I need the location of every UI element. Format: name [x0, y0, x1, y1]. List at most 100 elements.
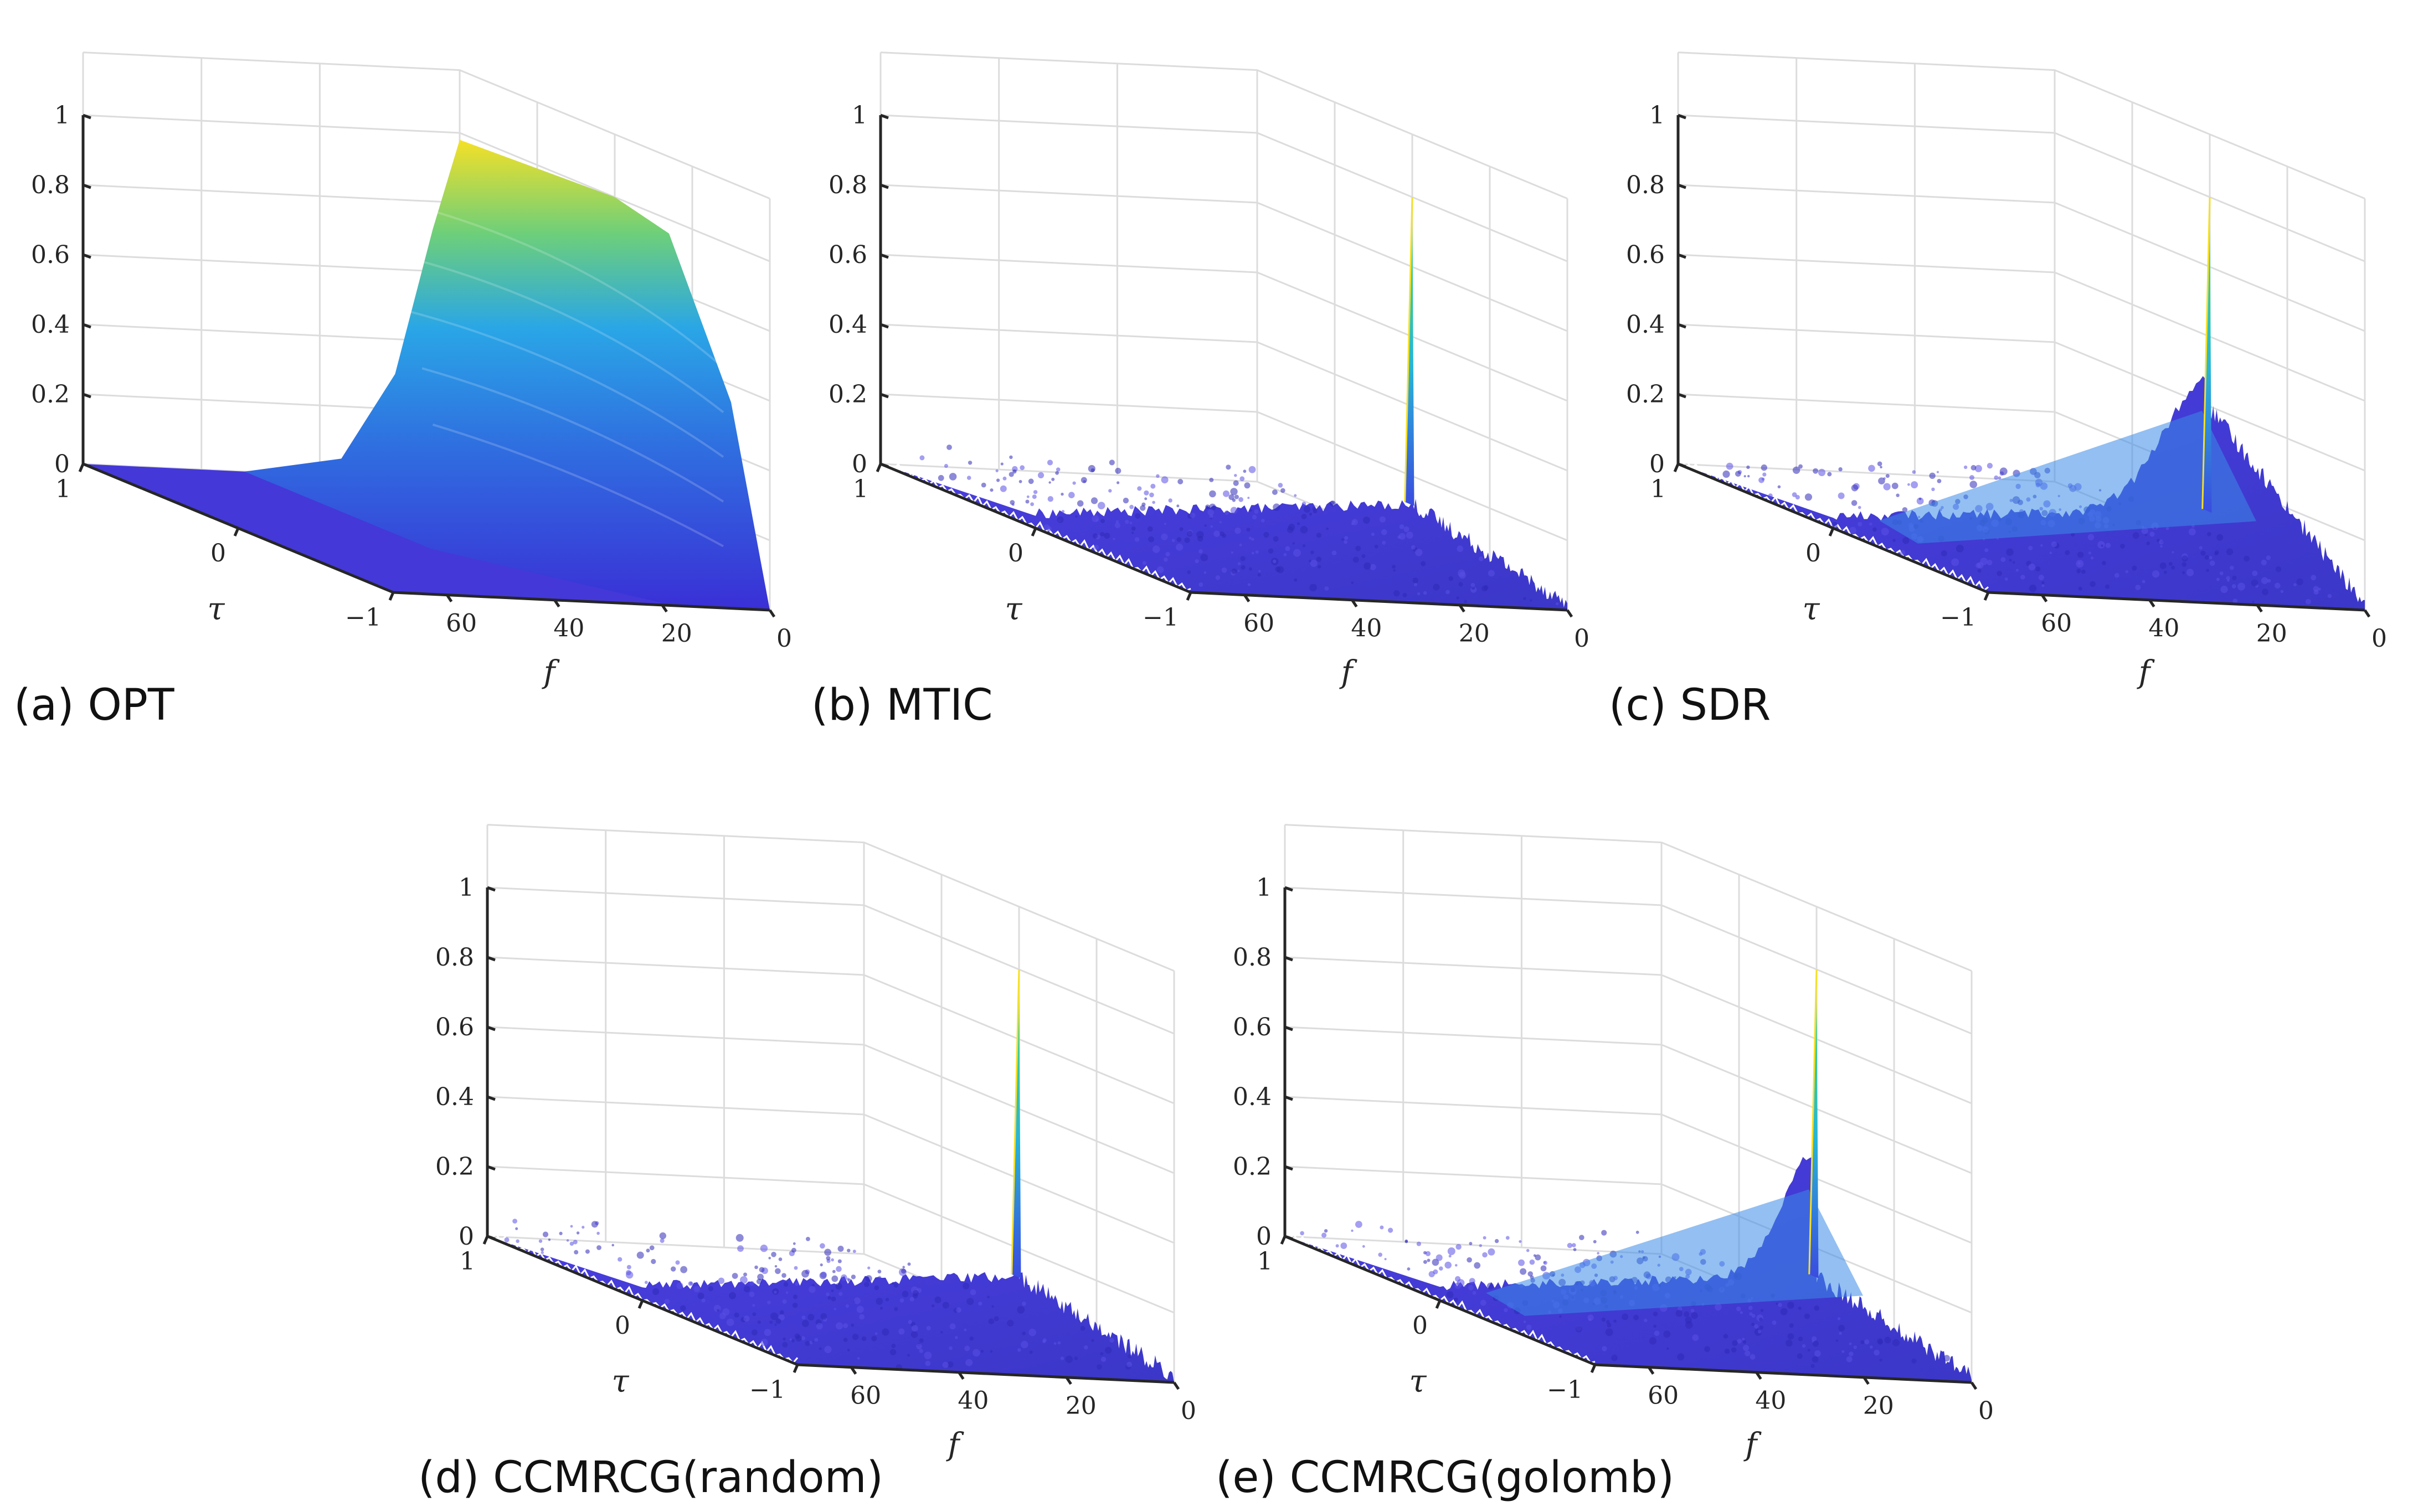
sidelobe-ridge — [1486, 1189, 1863, 1316]
surface-texture — [760, 1339, 768, 1346]
surface-texture — [891, 1344, 896, 1349]
surface-texture — [1588, 1318, 1592, 1322]
surface-texture — [949, 1346, 953, 1350]
f-axis-line — [797, 1363, 1175, 1384]
surface-texture — [1297, 522, 1300, 525]
surface-texture — [1285, 546, 1290, 551]
surface-texture — [1731, 1347, 1737, 1353]
surface-texture — [1100, 1352, 1104, 1355]
surface-texture — [785, 1291, 789, 1294]
surface-texture — [2028, 563, 2035, 571]
surface-texture — [743, 1286, 750, 1293]
surface-texture — [1392, 565, 1396, 569]
surface-texture — [749, 1292, 755, 1297]
tau-axis-label: τ — [1005, 591, 1023, 627]
surface-texture — [1210, 525, 1213, 528]
tau-tick-label: 1 — [1650, 475, 1666, 503]
surface-texture — [1812, 1336, 1817, 1341]
tau-tick-label: 0 — [1412, 1312, 1428, 1340]
surface-texture — [770, 1312, 778, 1320]
surface-texture — [2020, 575, 2025, 580]
surface-texture — [843, 1323, 848, 1328]
surface-texture — [831, 1296, 836, 1302]
surface-texture — [1384, 1258, 1387, 1261]
surface-texture — [743, 1272, 747, 1277]
surface-texture — [1480, 1299, 1486, 1306]
surface-texture — [1601, 1317, 1606, 1322]
surface-texture — [1433, 584, 1440, 591]
surface-texture — [1692, 1334, 1699, 1341]
surface-texture — [649, 1245, 655, 1251]
surface-texture — [1017, 1348, 1021, 1352]
surface-texture — [1414, 582, 1417, 586]
z-tick-label: 0.2 — [1233, 1153, 1272, 1181]
surface-texture — [1381, 529, 1387, 535]
surface-texture — [820, 1243, 825, 1249]
surface-texture — [880, 1307, 883, 1310]
z-tick-mark — [1678, 183, 1686, 189]
surface-texture — [516, 1239, 519, 1243]
surface-texture — [1000, 485, 1007, 492]
surface-texture — [1874, 1349, 1880, 1356]
surface-texture — [1530, 599, 1532, 602]
f-tick-label: 20 — [2256, 620, 2287, 648]
surface-texture — [2305, 598, 2311, 605]
surface-texture — [651, 1258, 656, 1265]
surface-texture — [512, 1219, 517, 1224]
surface-texture — [1663, 1330, 1671, 1338]
z-tick-mark — [83, 183, 91, 189]
surface-texture — [1743, 475, 1746, 478]
surface-texture — [1028, 1328, 1036, 1336]
surface-texture — [851, 1274, 856, 1279]
surface-texture — [942, 1302, 949, 1309]
surface-texture — [801, 1336, 806, 1340]
surface-texture — [826, 1292, 830, 1297]
surface-texture — [2182, 555, 2188, 562]
surface-texture — [2327, 594, 2332, 598]
surface-texture — [1881, 528, 1889, 536]
surface-texture — [2226, 576, 2230, 580]
surface-texture — [2209, 556, 2213, 560]
surface-texture — [1053, 1342, 1057, 1345]
surface-texture — [2077, 551, 2084, 558]
surface-texture — [1918, 498, 1922, 500]
surface-texture — [1109, 1338, 1114, 1343]
surface-texture — [859, 1314, 865, 1320]
contour-band — [411, 311, 724, 458]
surface-texture — [2028, 545, 2033, 551]
z-tick-label: 0.2 — [435, 1153, 474, 1181]
surface-texture — [2035, 566, 2041, 572]
surface-texture — [944, 463, 948, 468]
surface-texture — [1277, 566, 1284, 574]
panel-caption: (a) OPT — [14, 680, 174, 730]
surface-texture — [809, 1286, 816, 1293]
surface-texture — [1726, 462, 1733, 470]
surface-texture — [1382, 540, 1386, 545]
surface-texture — [774, 1291, 777, 1294]
surface-texture — [801, 1315, 806, 1320]
surface-texture — [1316, 533, 1321, 538]
surface-texture — [865, 1275, 872, 1282]
surface-texture — [2165, 527, 2169, 530]
panel-caption: (b) MTIC — [811, 680, 993, 730]
surface-texture — [1526, 1248, 1530, 1252]
surface-texture — [1762, 472, 1767, 477]
f-tick-label: 0 — [1978, 1397, 1994, 1425]
surface-texture — [1439, 1266, 1443, 1271]
tau-axis-label: τ — [1803, 591, 1820, 627]
surface-texture — [1171, 539, 1175, 543]
surface-texture — [1021, 1340, 1028, 1349]
surface-texture — [611, 1243, 614, 1247]
surface-texture — [969, 1336, 974, 1341]
surface-texture — [2188, 528, 2196, 536]
z-tick-label: 0.6 — [829, 241, 867, 269]
surface-texture — [1081, 477, 1087, 483]
z-gridline — [487, 1026, 1175, 1174]
surface-texture — [1075, 515, 1078, 518]
surface-texture — [708, 1286, 713, 1292]
surface-texture — [782, 1299, 787, 1304]
surface-texture — [1272, 489, 1278, 495]
surface-texture — [569, 1241, 574, 1246]
surface-texture — [1523, 597, 1526, 600]
